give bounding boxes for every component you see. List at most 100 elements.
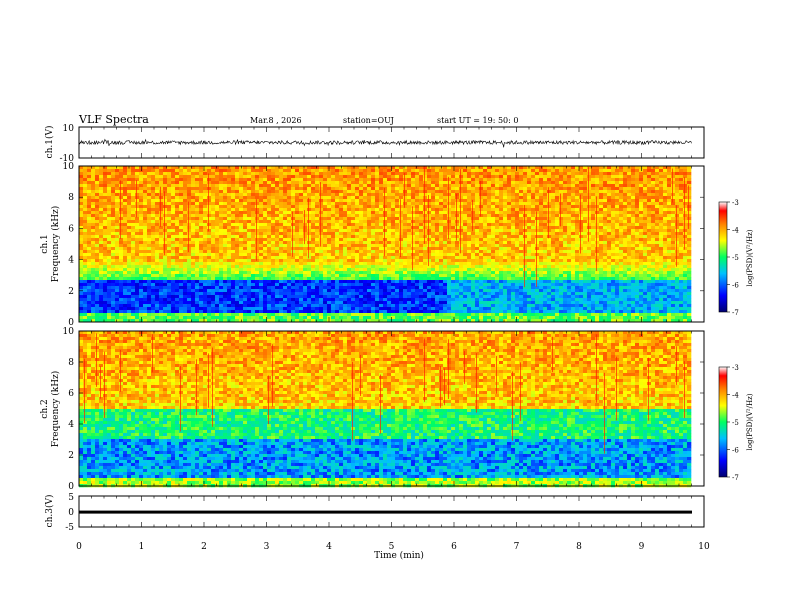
spectrogram-cell bbox=[155, 313, 159, 316]
spectrogram-cell bbox=[95, 184, 99, 187]
spectrogram-cell bbox=[243, 256, 247, 259]
spectrogram-cell bbox=[207, 265, 211, 268]
spectrogram-cell bbox=[151, 286, 155, 289]
spectrogram-cell bbox=[279, 310, 283, 313]
spectrogram-cell bbox=[83, 277, 87, 280]
spectrogram-cell bbox=[427, 304, 431, 307]
spectrogram-cell bbox=[167, 208, 171, 211]
spectrogram-cell bbox=[179, 307, 183, 310]
spectrogram-cell bbox=[351, 301, 355, 304]
spectrogram-cell bbox=[247, 238, 251, 241]
spectrogram-cell bbox=[379, 271, 383, 274]
spectrogram-cell bbox=[107, 244, 111, 247]
spectrogram-cell bbox=[419, 205, 423, 208]
spectrogram-cell bbox=[195, 307, 199, 310]
spectrogram-cell bbox=[335, 190, 339, 193]
spectrogram-cell bbox=[139, 292, 143, 295]
spectrogram-cell bbox=[251, 193, 255, 196]
spectrogram-cell bbox=[315, 250, 319, 253]
spectrogram-cell bbox=[259, 187, 263, 190]
spectrogram-cell bbox=[175, 196, 179, 199]
spectrogram-cell bbox=[419, 304, 423, 307]
spectrogram-cell bbox=[367, 304, 371, 307]
spectrogram-cell bbox=[339, 286, 343, 289]
spectrogram-cell bbox=[247, 196, 251, 199]
spectrogram-cell bbox=[407, 208, 411, 211]
spectrogram-cell bbox=[155, 277, 159, 280]
spectrogram-cell bbox=[423, 262, 427, 265]
spectrogram-cell bbox=[263, 184, 267, 187]
spectrogram-cell bbox=[351, 205, 355, 208]
spectrogram-cell bbox=[331, 175, 335, 178]
spectrogram-cell bbox=[451, 241, 455, 244]
spectrogram-cell bbox=[179, 271, 183, 274]
spectrogram-cell bbox=[291, 259, 295, 262]
spectrogram-cell bbox=[171, 220, 175, 223]
spectrogram-cell bbox=[247, 184, 251, 187]
spectrogram-cell bbox=[211, 268, 215, 271]
spectrogram-cell bbox=[383, 193, 387, 196]
spectrogram-cell bbox=[167, 169, 171, 172]
spectrogram-cell bbox=[107, 292, 111, 295]
spectrogram-cell bbox=[111, 178, 115, 181]
spectrogram-cell bbox=[307, 295, 311, 298]
spectrogram-cell bbox=[439, 235, 443, 238]
spectrogram-cell bbox=[239, 286, 243, 289]
spectrogram-cell bbox=[215, 175, 219, 178]
spectrogram-cell bbox=[247, 172, 251, 175]
spectrogram-cell bbox=[423, 301, 427, 304]
spectrogram-cell bbox=[127, 271, 131, 274]
spectrogram-cell bbox=[375, 307, 379, 310]
spectrogram-cell bbox=[331, 316, 335, 319]
spectrogram-cell bbox=[391, 184, 395, 187]
spectrogram-cell bbox=[279, 196, 283, 199]
spectrogram-cell bbox=[367, 241, 371, 244]
spectrogram-cell bbox=[203, 184, 207, 187]
spectrogram-cell bbox=[415, 232, 419, 235]
spectrogram-cell bbox=[83, 190, 87, 193]
spectrogram-cell bbox=[259, 283, 263, 286]
spectrogram-cell bbox=[159, 172, 163, 175]
spectrogram-cell bbox=[399, 277, 403, 280]
spectrogram-cell bbox=[151, 301, 155, 304]
spectrogram-cell bbox=[267, 214, 271, 217]
spectrogram-cell bbox=[179, 205, 183, 208]
spectrogram-cell bbox=[195, 271, 199, 274]
spectrogram-cell bbox=[323, 208, 327, 211]
spectrogram-cell bbox=[403, 238, 407, 241]
spectrogram-cell bbox=[451, 238, 455, 241]
spectrogram-cell bbox=[299, 304, 303, 307]
spectrogram-cell bbox=[287, 208, 291, 211]
spectrogram-cell bbox=[435, 214, 439, 217]
spectrogram-cell bbox=[183, 283, 187, 286]
spectrogram-cell bbox=[287, 220, 291, 223]
spectrogram-cell bbox=[307, 214, 311, 217]
spectrogram-cell bbox=[171, 187, 175, 190]
spectrogram-streak bbox=[136, 180, 137, 217]
spectrogram-cell bbox=[355, 235, 359, 238]
spectrogram-cell bbox=[327, 238, 331, 241]
spectrogram-cell bbox=[359, 310, 363, 313]
spectrogram-cell bbox=[315, 259, 319, 262]
spectrogram-cell bbox=[127, 283, 131, 286]
spectrogram-cell bbox=[295, 235, 299, 238]
spectrogram-cell bbox=[151, 298, 155, 301]
spectrogram-cell bbox=[119, 271, 123, 274]
spectrogram-cell bbox=[179, 199, 183, 202]
spectrogram-cell bbox=[223, 313, 227, 316]
spectrogram-cell bbox=[371, 313, 375, 316]
spectrogram-cell bbox=[99, 211, 103, 214]
spectrogram-cell bbox=[379, 241, 383, 244]
spectrogram-cell bbox=[207, 190, 211, 193]
spectrogram-cell bbox=[227, 307, 231, 310]
spectrogram-cell bbox=[99, 301, 103, 304]
spectrogram-cell bbox=[219, 172, 223, 175]
spectrogram-cell bbox=[283, 220, 287, 223]
spectrogram-cell bbox=[195, 193, 199, 196]
spectrogram-cell bbox=[275, 169, 279, 172]
spectrogram-cell bbox=[243, 223, 247, 226]
spectrogram-cell bbox=[387, 229, 391, 232]
spectrogram-cell bbox=[439, 250, 443, 253]
spectrogram-cell bbox=[255, 286, 259, 289]
spectrogram-cell bbox=[151, 238, 155, 241]
